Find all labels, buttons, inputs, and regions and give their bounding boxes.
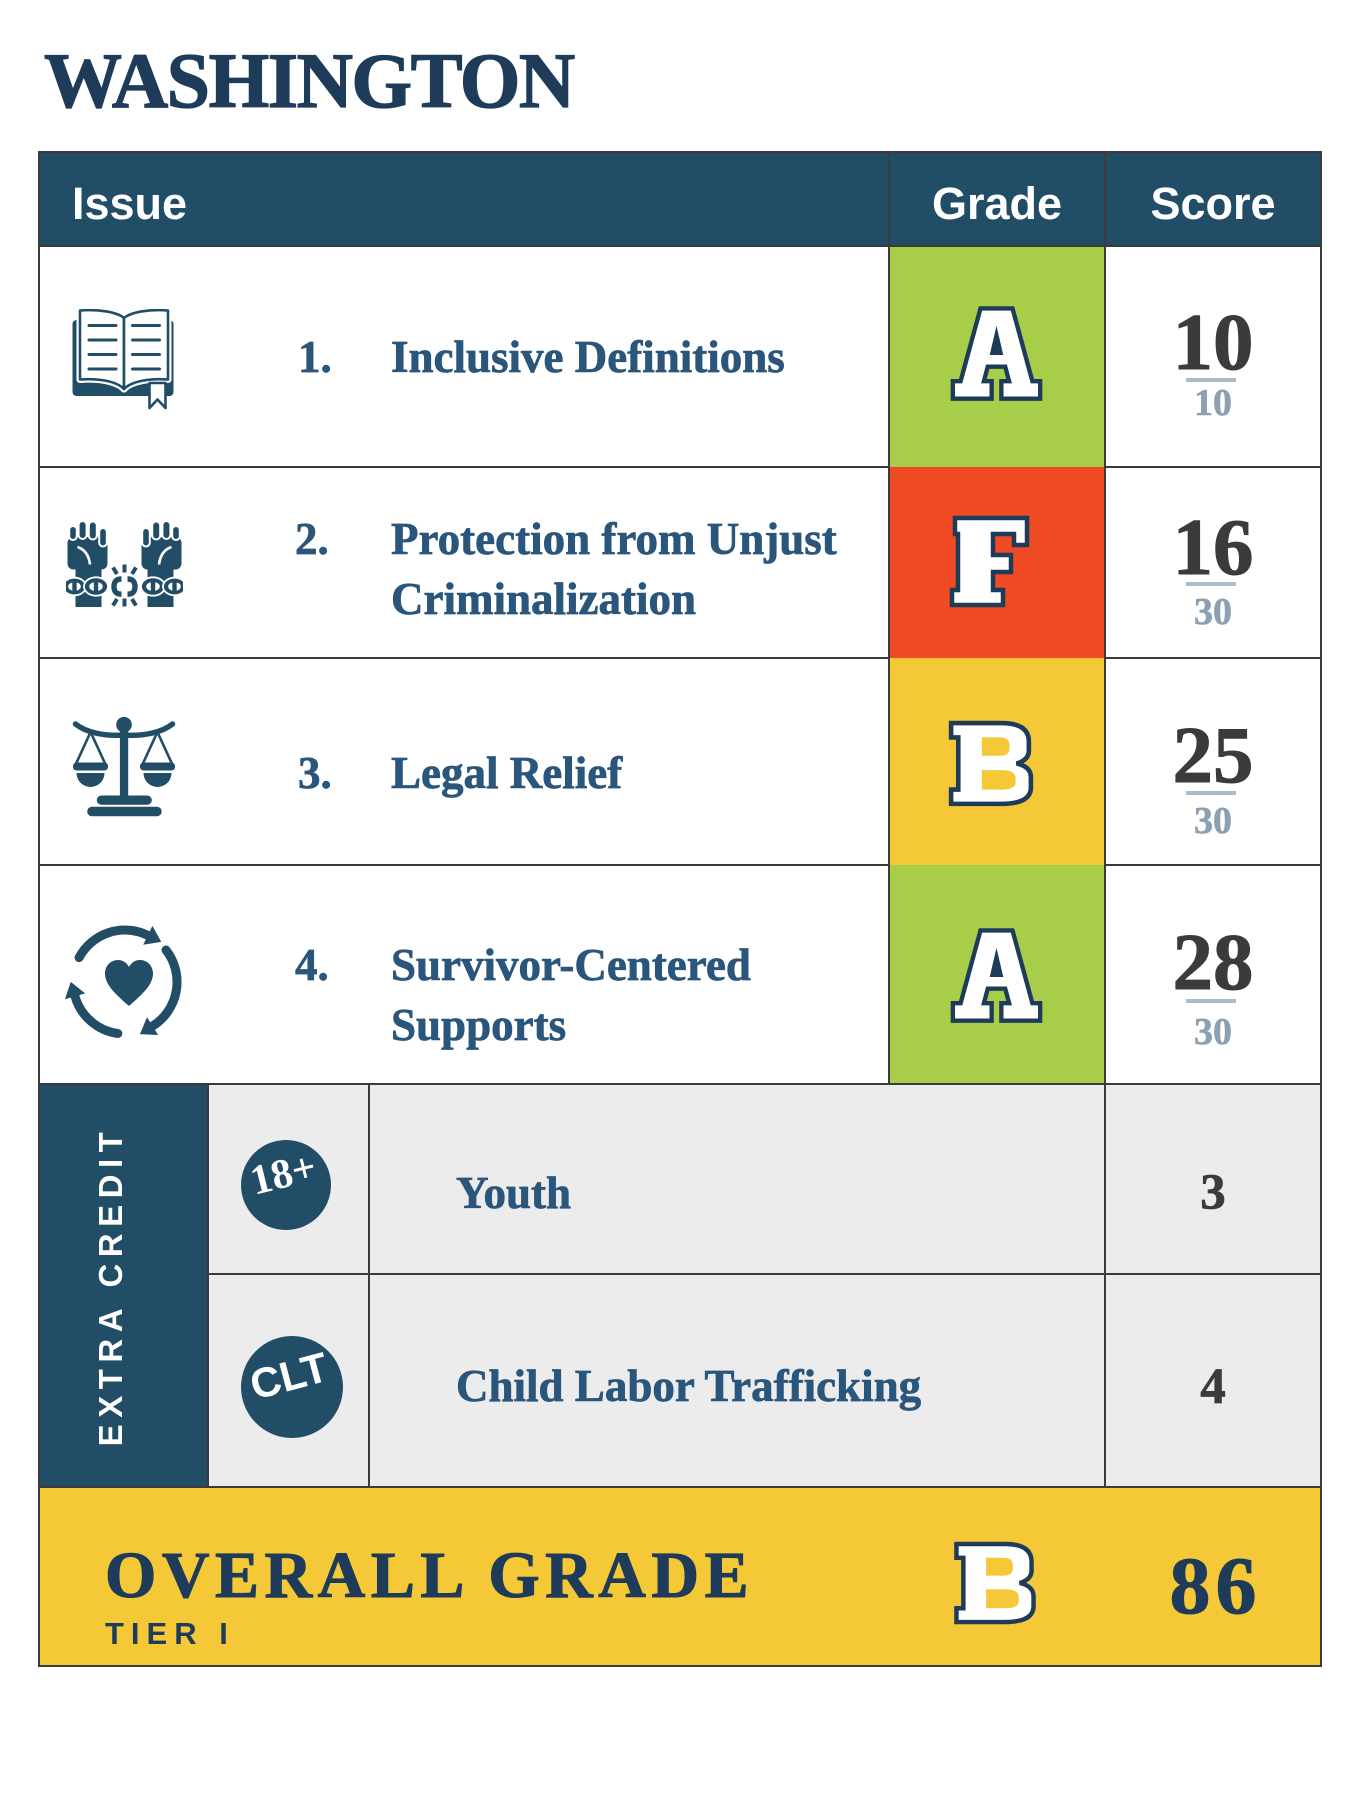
svg-text:18+: 18+ bbox=[246, 1144, 321, 1205]
svg-text:EXTRA CREDIT: EXTRA CREDIT bbox=[92, 1126, 129, 1447]
svg-text:CLT: CLT bbox=[245, 1343, 333, 1409]
